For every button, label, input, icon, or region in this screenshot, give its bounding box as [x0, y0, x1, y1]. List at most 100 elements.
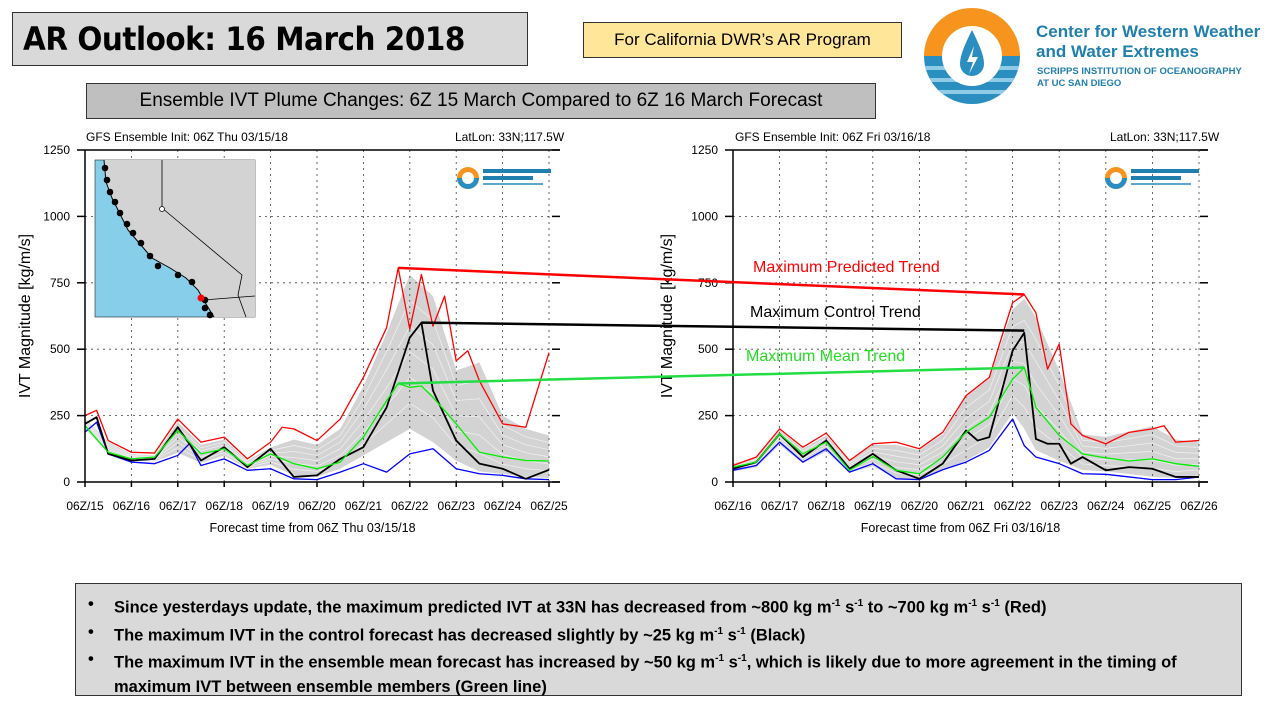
chart1-latlon-label: LatLon: 33N;117.5W [455, 130, 565, 144]
y-tick-label: 250 [698, 409, 718, 423]
x-tick-label: 06Z/20 [901, 499, 939, 513]
x-tick-label: 06Z/19 [854, 499, 892, 513]
y-tick-label: 500 [698, 342, 718, 356]
y-tick-label: 1250 [691, 143, 718, 157]
map-coast-point [106, 188, 114, 196]
note-bullet-2: The maximum IVT in the control forecast … [88, 620, 1227, 648]
title-box: AR Outlook: 16 March 2018 [12, 12, 528, 66]
map-point [159, 206, 165, 212]
mini-logo-wordmark [1131, 176, 1181, 180]
map-coast-point [188, 278, 196, 286]
trend-label-max: Maximum Predicted Trend [753, 259, 940, 276]
y-tick-label: 0 [63, 475, 70, 489]
x-tick-label: 06Z/23 [1041, 499, 1079, 513]
x-tick-label: 06Z/25 [1134, 499, 1172, 513]
ensemble-member-line [84, 351, 550, 466]
chart-2: 06Z/16 06Z/17 06Z/18 06Z/19 06Z/20 06Z/21 06Z/… [659, 143, 1218, 535]
x-tick-label: 06Z/21 [947, 499, 985, 513]
max-series-line [84, 267, 550, 460]
y-axis-title: IVT Magnitude [kg/m/s] [659, 234, 676, 398]
note-bullet-1: Since yesterdays update, the maximum pre… [88, 592, 1227, 620]
x-tick-label: 06Z/18 [206, 499, 244, 513]
org-subtitle: SCRIPPS INSTITUTION OF OCEANOGRAPHY AT UC… [1037, 66, 1277, 90]
y-tick-label: 1000 [691, 209, 718, 223]
chart1-init-label: GFS Ensemble Init: 06Z Thu 03/15/18 [86, 130, 288, 144]
x-tick-label: 06Z/18 [808, 499, 846, 513]
ensemble-member-line [84, 402, 550, 472]
org-sub-line2: AT UC SAN DIEGO [1037, 78, 1122, 89]
control-series-line [732, 331, 1199, 480]
y-tick-label: 1250 [43, 143, 70, 157]
x-tick-label: 06Z/20 [298, 499, 336, 513]
program-label: For California DWR’s AR Program [583, 22, 902, 58]
trend-line-control [421, 321, 1025, 332]
x-tick-label: 06Z/17 [159, 499, 197, 513]
map-target-point [197, 294, 205, 302]
control-series-line [84, 321, 550, 480]
mini-logo-wordmark [483, 169, 551, 173]
map-coast-point [154, 262, 162, 270]
chart2-init-label: GFS Ensemble Init: 06Z Fri 03/16/18 [735, 130, 931, 144]
ensemble-spread-band [733, 298, 1199, 480]
x-tick-label: 06Z/24 [484, 499, 522, 513]
min-series-line [84, 421, 550, 481]
org-name-line2: and Water Extremes [1036, 42, 1199, 61]
page-title: AR Outlook: 16 March 2018 [23, 20, 465, 58]
note-bullet-3: The maximum IVT in the ensemble mean for… [88, 647, 1227, 699]
x-tick-label: 06Z/15 [66, 499, 104, 513]
inset-map [94, 159, 256, 319]
mini-logo-wordmark [1131, 169, 1199, 173]
mean-series-line [732, 366, 1200, 475]
y-tick-label: 1000 [43, 209, 70, 223]
map-state-border [161, 160, 247, 318]
map-coast-point [174, 271, 182, 279]
x-tick-label: 06Z/21 [345, 499, 383, 513]
chart2-latlon-label: LatLon: 33N;117.5W [1110, 130, 1220, 144]
x-tick-label: 06Z/19 [252, 499, 290, 513]
trend-label-mean: Maximum Mean Trend [746, 348, 906, 365]
map-coast-point [103, 176, 111, 184]
summary-notes: Since yesterdays update, the maximum pre… [75, 583, 1242, 696]
map-coast-point [146, 252, 154, 260]
x-axis-title: Forecast time from 06Z Fri 03/16/18 [861, 521, 1060, 535]
chart-1: 06Z/15 06Z/16 06Z/17 06Z/18 06Z/19 06Z/20 06Z/… [17, 143, 568, 535]
map-coast-point [137, 239, 145, 247]
x-tick-label: 06Z/22 [391, 499, 429, 513]
map-coastline [103, 159, 215, 318]
trend-line-mean [398, 366, 1025, 385]
mini-logo-wordmark [1131, 183, 1191, 185]
subtitle: Ensemble IVT Plume Changes: 6Z 15 March … [86, 83, 876, 119]
ensemble-member-line [732, 341, 1200, 467]
map-coast-point [206, 311, 214, 319]
org-name-line1: Center for Western Weather [1036, 22, 1261, 41]
map-coast-point [101, 164, 109, 172]
map-land [104, 160, 255, 317]
x-tick-label: 06Z/16 [113, 499, 151, 513]
map-coast-point [123, 220, 131, 228]
map-coast-point [129, 229, 137, 237]
mini-logo-wordmark [483, 183, 543, 185]
cw3e-logo-icon [924, 8, 1020, 104]
ensemble-member-line [84, 377, 550, 467]
ensemble-member-line [732, 319, 1200, 466]
mini-logo-wordmark [483, 176, 533, 180]
y-tick-label: 500 [50, 342, 70, 356]
x-tick-label: 06Z/25 [530, 499, 568, 513]
map-coast-point [116, 209, 124, 217]
y-tick-label: 750 [698, 276, 718, 290]
ivt-plume-charts: 06Z/15 06Z/16 06Z/17 06Z/18 06Z/19 06Z/20 06Z/… [17, 143, 1218, 535]
x-tick-label: 06Z/17 [761, 499, 799, 513]
mean-series-line [84, 382, 550, 470]
y-axis-title: IVT Magnitude [kg/m/s] [17, 234, 34, 398]
x-tick-label: 06Z/26 [1180, 499, 1218, 513]
y-tick-label: 250 [50, 409, 70, 423]
map-coast-point [111, 198, 119, 206]
x-tick-label: 06Z/23 [438, 499, 476, 513]
x-tick-label: 06Z/24 [1087, 499, 1125, 513]
y-tick-label: 0 [711, 475, 718, 489]
org-name: Center for Western Weather and Water Extr… [1036, 22, 1276, 62]
map-border [202, 295, 256, 301]
map-coast-point [201, 304, 209, 312]
mini-logo-icon-center [1110, 172, 1122, 184]
trend-line-max [398, 266, 1025, 296]
